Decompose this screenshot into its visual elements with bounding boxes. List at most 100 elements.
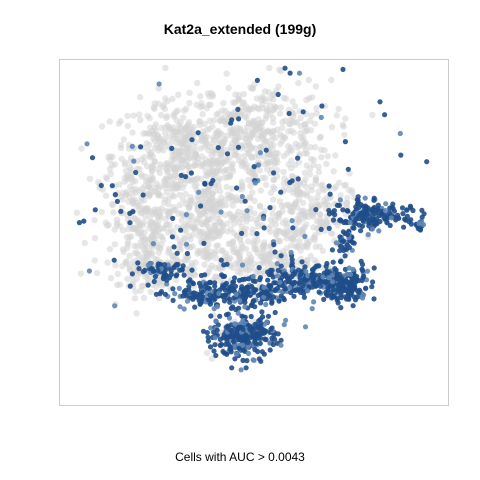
cell-point-below <box>257 167 263 173</box>
cell-point-below <box>147 152 153 158</box>
cell-point-below <box>277 131 283 137</box>
cell-point-above <box>303 324 308 329</box>
cell-point-above <box>330 247 335 252</box>
cell-point-below <box>265 127 271 133</box>
cell-point-below <box>159 225 165 231</box>
cell-point-above <box>191 290 196 295</box>
cell-point-above <box>276 92 281 97</box>
cell-point-below <box>281 153 287 159</box>
cell-point-below <box>153 121 159 127</box>
cell-point-below <box>175 211 181 217</box>
cell-point-below <box>197 104 203 110</box>
cell-point-below <box>311 257 317 263</box>
cell-point-above <box>229 306 234 311</box>
cell-point-above <box>332 208 337 213</box>
cell-point-below <box>309 212 315 218</box>
cell-point-below <box>193 162 199 168</box>
cell-point-below <box>206 126 212 132</box>
cell-point-below <box>119 196 125 202</box>
cell-point-above <box>327 226 332 231</box>
cell-point-below <box>325 153 331 159</box>
cell-point-above <box>355 295 360 300</box>
cell-point-below <box>110 209 116 215</box>
cell-point-above <box>184 212 189 217</box>
cell-point-below <box>297 115 303 121</box>
cell-point-above <box>185 299 190 304</box>
cell-point-above <box>409 222 414 227</box>
cell-point-below <box>131 196 137 202</box>
cell-point-below <box>99 209 105 215</box>
cell-point-below <box>369 112 375 118</box>
cell-point-below <box>142 183 148 189</box>
cell-point-above <box>324 292 329 297</box>
cell-point-above <box>236 145 241 150</box>
cell-point-below <box>323 161 329 167</box>
cell-point-above <box>169 146 174 151</box>
cell-point-above <box>317 290 322 295</box>
cell-point-below <box>136 230 142 236</box>
cell-point-below <box>171 132 177 138</box>
cell-point-above <box>229 349 234 354</box>
cell-point-below <box>201 262 207 268</box>
cell-point-below <box>231 214 237 220</box>
cell-point-above <box>371 210 376 215</box>
cell-point-below <box>217 167 223 173</box>
cell-point-below <box>251 198 257 204</box>
cell-point-above <box>278 343 283 348</box>
cell-point-above <box>155 268 160 273</box>
cell-point-below <box>220 100 226 106</box>
cell-point-above <box>350 211 355 216</box>
cell-point-below <box>188 149 194 155</box>
cell-point-below <box>243 246 249 252</box>
cell-point-above <box>189 268 194 273</box>
cell-point-above <box>271 342 276 347</box>
cell-point-below <box>173 109 179 115</box>
cell-point-below <box>197 93 203 99</box>
cell-point-above <box>311 266 316 271</box>
cell-point-below <box>247 183 253 189</box>
cell-point-below <box>318 183 324 189</box>
cell-point-above <box>388 223 393 228</box>
cell-point-above <box>254 341 259 346</box>
cell-point-below <box>239 179 245 185</box>
cell-point-below <box>151 106 157 112</box>
cell-point-above <box>361 274 366 279</box>
cell-point-above <box>247 326 252 331</box>
cell-point-above <box>235 107 240 112</box>
cell-point-above <box>326 275 331 280</box>
cell-point-above <box>293 288 298 293</box>
cell-point-below <box>308 112 314 118</box>
cell-point-above <box>376 207 381 212</box>
cell-point-below <box>224 256 230 262</box>
cell-point-above <box>331 287 336 292</box>
cell-point-above <box>264 319 269 324</box>
cell-point-above <box>255 349 260 354</box>
cell-point-above <box>244 365 249 370</box>
cell-point-below <box>145 206 151 212</box>
cell-point-above <box>338 259 343 264</box>
cell-point-below <box>108 275 114 281</box>
cell-point-above <box>290 261 295 266</box>
cell-point-below <box>103 193 109 199</box>
cell-point-above <box>172 291 177 296</box>
cell-point-below <box>204 105 210 111</box>
cell-point-below <box>279 138 285 144</box>
cell-point-below <box>132 295 138 301</box>
cell-point-above <box>311 299 316 304</box>
cell-point-above <box>198 203 203 208</box>
cell-point-above <box>244 285 249 290</box>
cell-point-above <box>344 279 349 284</box>
cell-point-above <box>234 334 239 339</box>
cell-point-above <box>192 305 197 310</box>
cell-point-above <box>261 216 266 221</box>
cell-point-above <box>184 242 189 247</box>
cell-point-below <box>147 214 153 220</box>
cell-point-above <box>183 290 188 295</box>
cell-point-above <box>227 327 232 332</box>
cell-point-below <box>230 99 236 105</box>
cell-point-below <box>270 196 276 202</box>
cell-point-below <box>150 135 156 141</box>
cell-point-above <box>297 71 302 76</box>
cell-point-above <box>345 232 350 237</box>
cell-point-below <box>176 122 182 128</box>
